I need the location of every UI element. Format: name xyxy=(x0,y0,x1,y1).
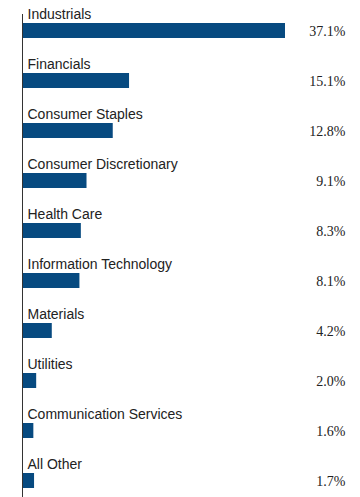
svg-text:37.1%: 37.1% xyxy=(309,24,346,39)
svg-text:12.8%: 12.8% xyxy=(309,124,346,139)
svg-text:Materials: Materials xyxy=(28,306,85,322)
svg-text:8.1%: 8.1% xyxy=(316,274,346,289)
svg-text:Industrials: Industrials xyxy=(28,6,92,22)
svg-text:8.3%: 8.3% xyxy=(316,224,346,239)
svg-text:Communication Services: Communication Services xyxy=(28,406,183,422)
svg-text:Financials: Financials xyxy=(28,56,91,72)
svg-text:Consumer Discretionary: Consumer Discretionary xyxy=(28,156,178,172)
svg-text:1.6%: 1.6% xyxy=(316,424,346,439)
svg-text:Consumer Staples: Consumer Staples xyxy=(28,106,143,122)
svg-text:2.0%: 2.0% xyxy=(316,374,346,389)
svg-text:15.1%: 15.1% xyxy=(309,74,346,89)
svg-text:Information Technology: Information Technology xyxy=(28,256,173,272)
svg-text:9.1%: 9.1% xyxy=(316,174,346,189)
svg-text:4.2%: 4.2% xyxy=(316,324,346,339)
svg-text:Health Care: Health Care xyxy=(28,206,103,222)
svg-text:All Other: All Other xyxy=(28,456,83,472)
svg-text:1.7%: 1.7% xyxy=(316,474,346,489)
svg-text:Utilities: Utilities xyxy=(28,356,73,372)
